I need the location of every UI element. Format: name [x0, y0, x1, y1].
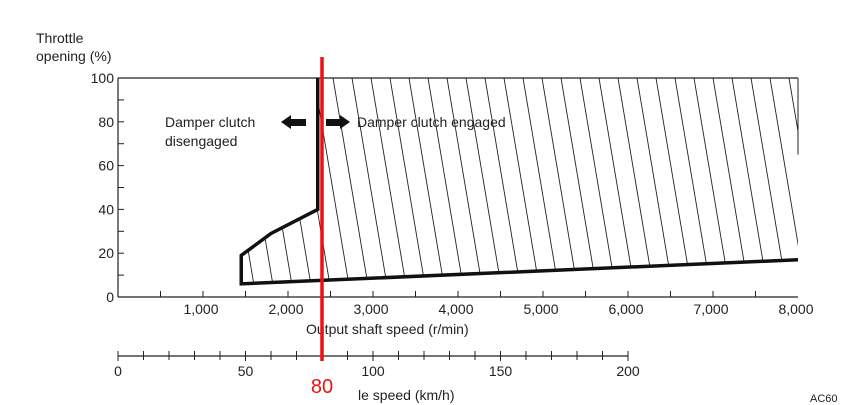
hatch-line — [370, 78, 409, 284]
x-tick-label: 4,000 — [438, 301, 473, 317]
y-tick-label: 60 — [98, 158, 114, 174]
hatch-line — [674, 78, 713, 284]
hatch-line — [788, 78, 798, 284]
x-axis-label: Output shaft speed (r/min) — [306, 321, 469, 337]
hatch-line — [484, 78, 523, 284]
x-tick-label: 7,000 — [693, 301, 728, 317]
hatch-line — [313, 78, 352, 284]
hatch-line — [846, 78, 850, 297]
hatch-line — [275, 78, 314, 284]
x-tick-label: 1,000 — [183, 301, 218, 317]
hatch-line — [389, 78, 428, 284]
arrow-left-icon — [281, 115, 306, 129]
y-tick-label: 100 — [91, 70, 115, 86]
hatch-line — [427, 78, 466, 284]
hatch-line — [503, 78, 542, 284]
x-tick-label: 5,000 — [523, 301, 558, 317]
hatch-line — [446, 78, 485, 284]
vehicle-speed-tick-label: 100 — [361, 363, 385, 379]
x-tick-label: 6,000 — [608, 301, 643, 317]
hatch-line — [465, 78, 504, 284]
hatch-line — [332, 78, 371, 284]
engagement-boundary-line — [239, 78, 799, 286]
y-tick-label: 0 — [106, 289, 114, 305]
x-tick-label: 2,000 — [268, 301, 303, 317]
vehicle-speed-tick-label: 150 — [489, 363, 513, 379]
hatch-line — [655, 78, 694, 284]
disengaged-label-line2: disengaged — [165, 133, 237, 149]
hatch-line — [636, 78, 675, 284]
hatch-line — [522, 78, 561, 284]
vehicle-speed-tick-label: 200 — [616, 363, 640, 379]
y-axis-label-line2: opening (%) — [36, 48, 112, 64]
hatch-line — [541, 78, 580, 284]
hatch-line — [693, 78, 732, 284]
hatch-line — [408, 78, 447, 284]
hatch-line — [617, 78, 656, 284]
hatch-line — [351, 78, 390, 284]
hatch-line — [731, 78, 770, 284]
hatch-line — [294, 78, 333, 284]
hatch-line — [241, 78, 276, 284]
figure-code: AC60 — [810, 393, 838, 405]
hatch-line — [200, 78, 237, 297]
hatch-line — [750, 78, 789, 284]
vehicle-speed-tick-label: 0 — [114, 363, 122, 379]
arrow-right-icon — [326, 115, 350, 129]
hatch-line — [256, 78, 295, 284]
disengaged-label-line1: Damper clutch — [165, 114, 255, 130]
hatch-line — [598, 78, 637, 284]
hatch-line — [769, 78, 798, 284]
hatch-line — [827, 78, 850, 297]
y-tick-label: 20 — [98, 245, 114, 261]
x-tick-label: 8,000 — [778, 301, 813, 317]
y-axis-label-line1: Throttle — [36, 30, 84, 46]
engaged-region-hatching — [200, 78, 850, 297]
y-tick-label: 80 — [98, 114, 114, 130]
hatch-line — [808, 78, 845, 297]
speed-marker-label: 80 — [311, 376, 333, 398]
x-tick-label: 3,000 — [353, 301, 388, 317]
hatch-line — [241, 78, 257, 284]
vehicle-speed-tick-label: 50 — [238, 363, 254, 379]
secondary-axis-label: le speed (km/h) — [358, 387, 454, 403]
hatch-line — [579, 78, 618, 284]
hatch-line — [560, 78, 599, 284]
y-tick-label: 40 — [98, 201, 114, 217]
engaged-label: Damper clutch engaged — [357, 114, 506, 130]
